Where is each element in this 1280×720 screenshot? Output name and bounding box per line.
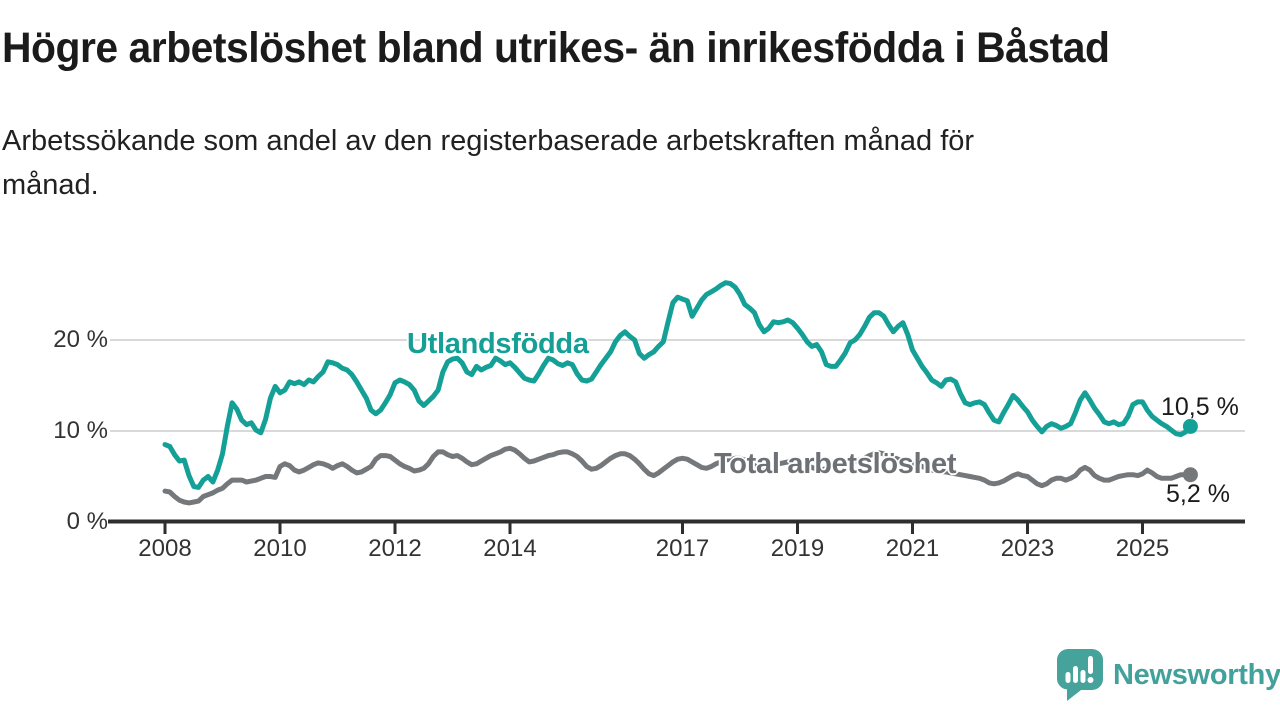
end-value-label-total: 5,2 % [1166, 480, 1230, 508]
end-value-label-utlandsfodda: 10,5 % [1161, 393, 1239, 421]
x-tick-label-2017: 2017 [655, 535, 710, 562]
x-tick-label-2021: 2021 [885, 535, 940, 562]
newsworthy-logo: Newsworthy [1056, 648, 1280, 702]
series-label-total-arbetsloshet: Total arbetslöshet [714, 448, 957, 480]
y-tick-label-0: 0 % [66, 508, 108, 535]
x-tick-label-2012: 2012 [368, 535, 422, 562]
brand-name: Newsworthy [1113, 658, 1280, 691]
line-utlandsfodda [162, 280, 1193, 490]
chart-subtitle: Arbetssökande som andel av den registerb… [2, 125, 975, 201]
y-tick-label-20: 20 % [53, 326, 108, 353]
x-tick-label-2025: 2025 [1115, 535, 1170, 562]
x-tick-label-2014: 2014 [483, 535, 537, 562]
end-dot-total [1182, 467, 1198, 483]
x-tick-label-2019: 2019 [770, 535, 825, 562]
x-tick-label-2008: 2008 [138, 535, 192, 562]
line-total [162, 445, 1193, 506]
end-dot-utlandsfodda [1182, 418, 1198, 434]
x-tick-label-2010: 2010 [253, 535, 307, 562]
x-tick-label-2023: 2023 [1000, 535, 1055, 562]
chart-title: Högre arbetslöshet bland utrikes- än inr… [2, 24, 1110, 72]
series-label-utlandsfodda: Utlandsfödda [407, 328, 589, 360]
y-tick-label-10: 10 % [53, 417, 108, 444]
newsworthy-speech-bubble-bar-chart-icon [1057, 649, 1103, 701]
